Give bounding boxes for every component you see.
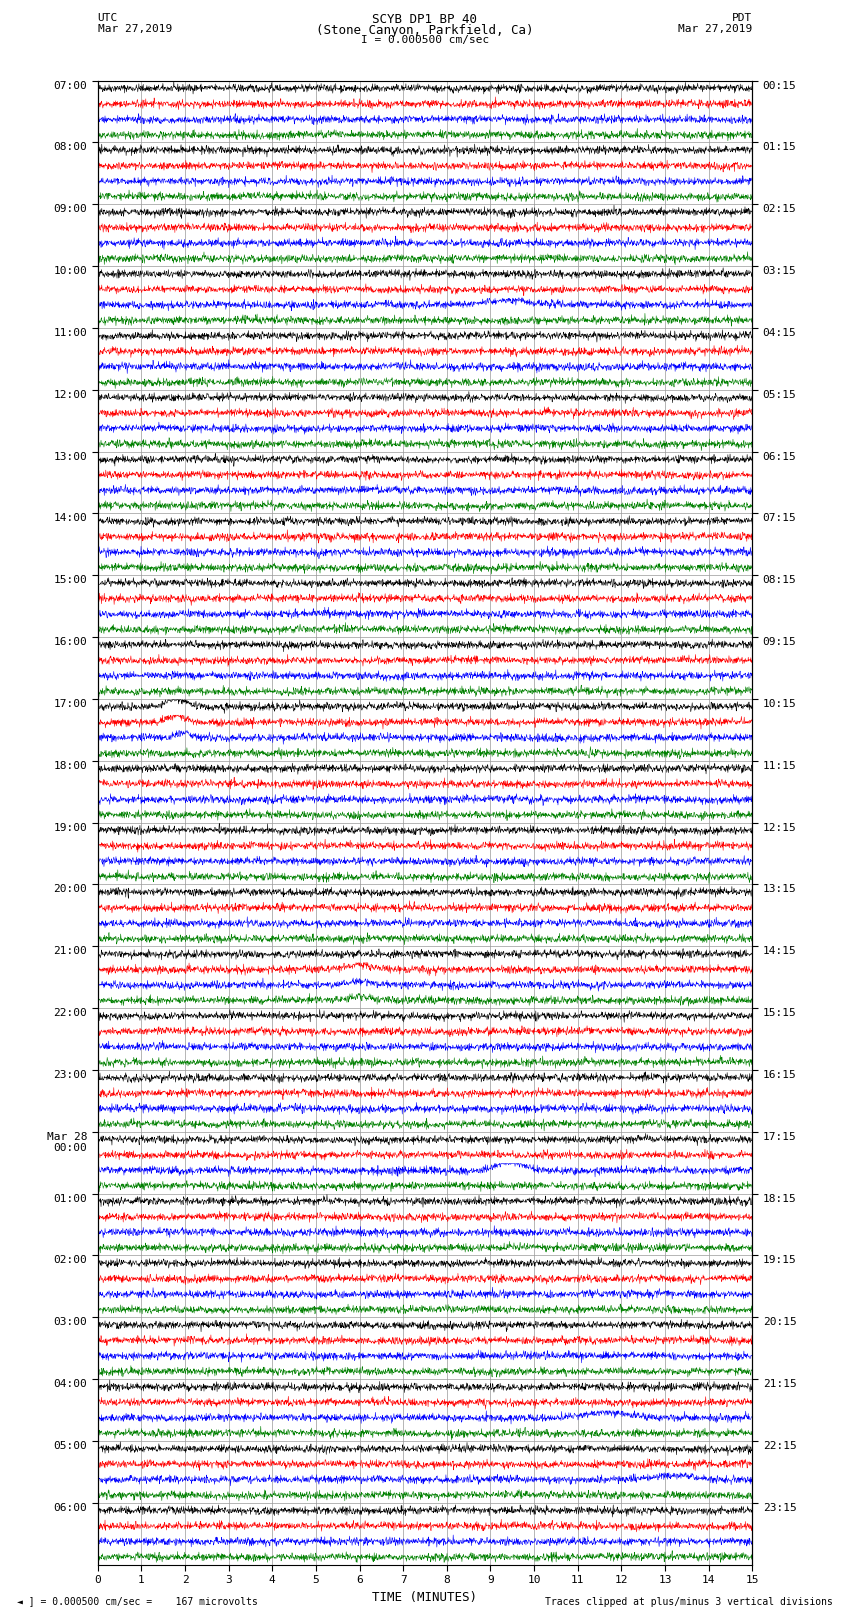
Text: Traces clipped at plus/minus 3 vertical divisions: Traces clipped at plus/minus 3 vertical …: [545, 1597, 833, 1607]
X-axis label: TIME (MINUTES): TIME (MINUTES): [372, 1590, 478, 1603]
Text: SCYB DP1 BP 40: SCYB DP1 BP 40: [372, 13, 478, 26]
Text: PDT: PDT: [732, 13, 752, 23]
Text: Mar 27,2019: Mar 27,2019: [678, 24, 752, 34]
Text: I = 0.000500 cm/sec: I = 0.000500 cm/sec: [361, 35, 489, 45]
Text: (Stone Canyon, Parkfield, Ca): (Stone Canyon, Parkfield, Ca): [316, 24, 534, 37]
Text: ◄ ] = 0.000500 cm/sec =    167 microvolts: ◄ ] = 0.000500 cm/sec = 167 microvolts: [17, 1597, 258, 1607]
Text: UTC: UTC: [98, 13, 118, 23]
Text: Mar 27,2019: Mar 27,2019: [98, 24, 172, 34]
